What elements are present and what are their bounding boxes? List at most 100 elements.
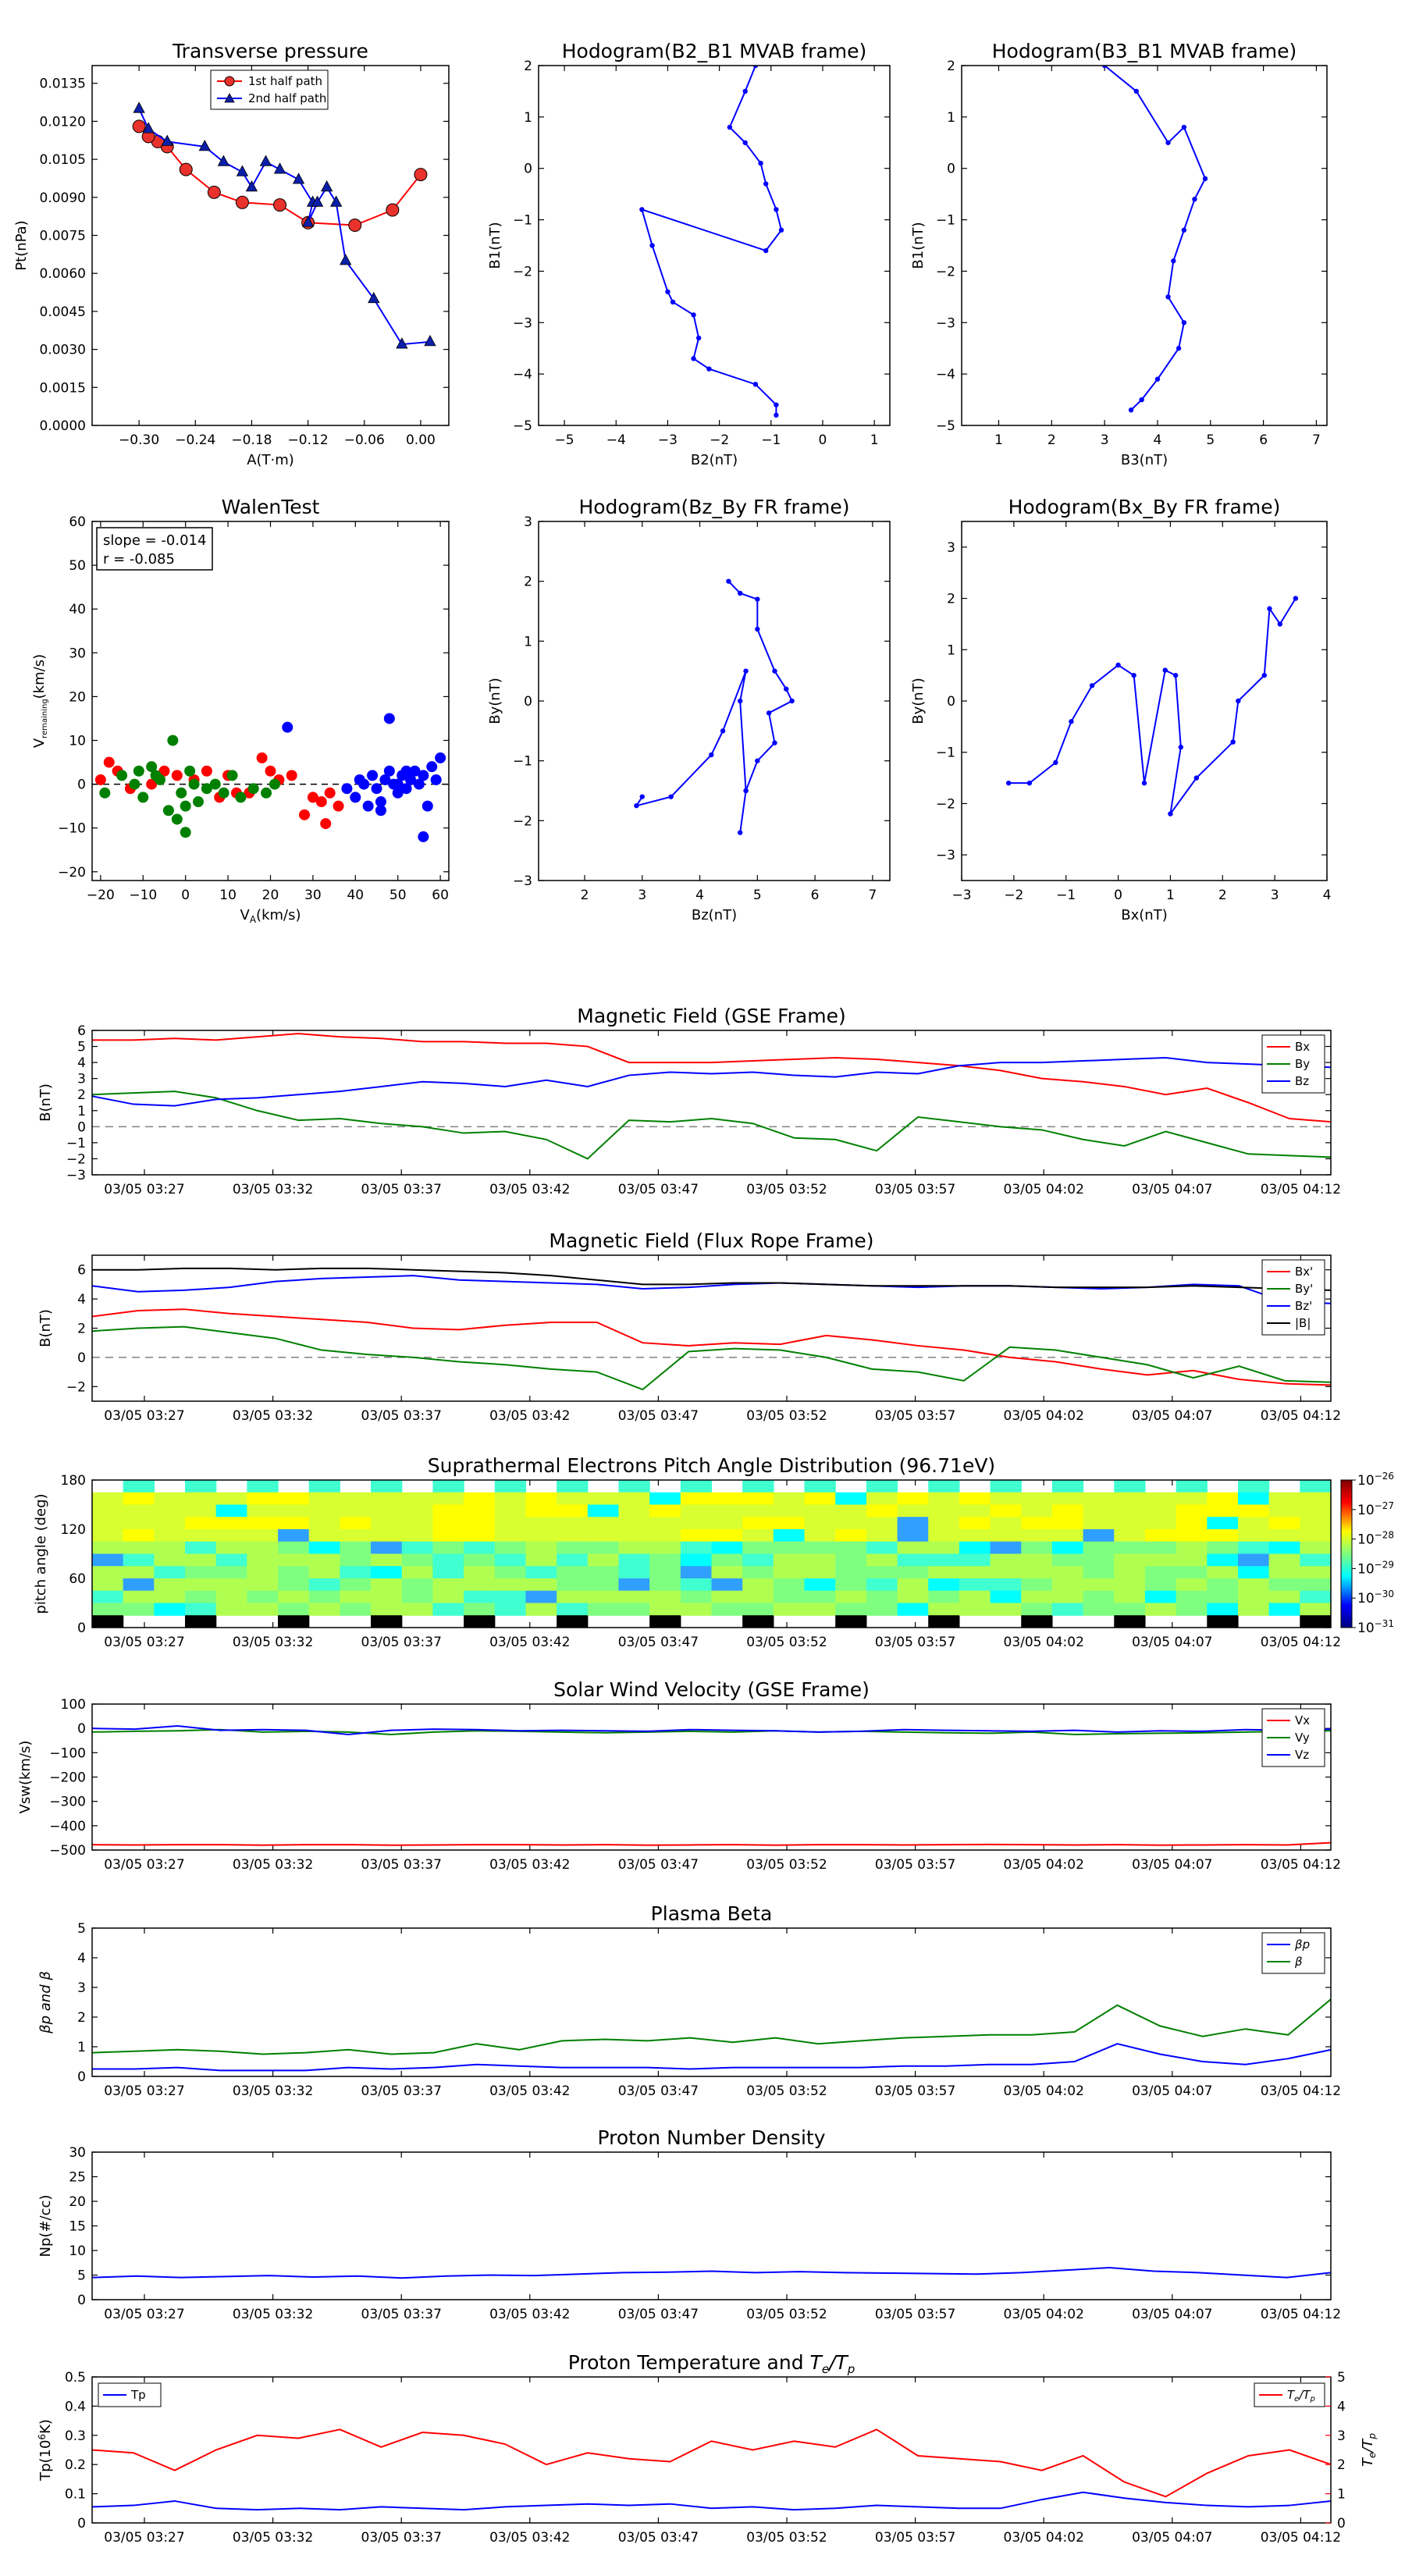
heatmap-cell: [278, 1578, 310, 1592]
series-line: [92, 1841, 1331, 1846]
x-tick-label: 03/05 03:42: [489, 1857, 570, 1873]
heatmap-cell: [340, 1492, 372, 1506]
y-tick-label: −100: [49, 1745, 86, 1761]
colorbar-tick-label: 10−31: [1357, 1618, 1394, 1636]
heatmap-cell: [247, 1529, 279, 1542]
data-point: [639, 794, 645, 799]
data-point: [273, 162, 286, 174]
chart-title: Hodogram(Bx_By FR frame): [1008, 496, 1281, 518]
data-point: [245, 180, 258, 192]
heatmap-cell: [773, 1590, 806, 1604]
x-tick-label: −2: [710, 432, 729, 448]
heatmap-cell: [278, 1529, 310, 1542]
heatmap-cell: [1144, 1553, 1177, 1567]
y-tick-label: 0.3: [65, 2428, 86, 2444]
data-point: [103, 756, 115, 768]
data-point: [727, 124, 733, 130]
x-tick-label: −5: [555, 432, 574, 448]
x-tick-label: −20: [87, 888, 115, 903]
y-right-tick-label: 1: [1337, 2487, 1346, 2503]
x-tick-label: 30: [304, 888, 322, 903]
heatmap-cell: [928, 1566, 960, 1579]
heatmap-cell: [1300, 1578, 1331, 1592]
x-tick-label: 6: [811, 888, 820, 903]
x-tick-label: 03/05 03:47: [618, 1408, 699, 1424]
heatmap-cell: [618, 1603, 650, 1616]
legend-label: Vy: [1295, 1731, 1310, 1745]
heatmap-cell: [371, 1578, 403, 1592]
data-point: [341, 783, 353, 795]
heatmap-cell: [215, 1529, 247, 1542]
heatmap-cell: [1144, 1541, 1177, 1555]
heatmap-cell: [1176, 1541, 1208, 1555]
heatmap-cell: [773, 1492, 806, 1506]
heatmap-cell: [1207, 1517, 1239, 1530]
x-tick-label: 3: [638, 888, 646, 903]
series-line: [92, 1267, 1331, 1291]
heatmap-cell: [835, 1603, 867, 1616]
data-point: [1069, 719, 1074, 724]
heatmap-cell: [154, 1492, 186, 1506]
x-tick-label: 03/05 03:37: [361, 1182, 442, 1197]
heatmap-cell: [154, 1578, 186, 1592]
heatmap-cell: [959, 1566, 991, 1579]
y-tick-label: 1: [77, 2040, 86, 2055]
heatmap-cell: [1051, 1492, 1084, 1506]
heatmap-cell: [1207, 1541, 1239, 1555]
heatmap-cell: [804, 1590, 836, 1604]
plot-frame: [538, 521, 891, 881]
y-tick-label: −2: [66, 1151, 86, 1167]
y-axis-label: B1(nT): [487, 222, 503, 269]
x-tick-label: 03/05 04:07: [1132, 1857, 1212, 1873]
x-tick-label: −1: [1056, 888, 1076, 903]
plot-area: [92, 1725, 1331, 1846]
legend-label: Te/Tp: [1287, 2388, 1315, 2403]
x-tick-label: 03/05 04:12: [1261, 1635, 1341, 1650]
heatmap-cell: [371, 1529, 403, 1542]
heatmap-cell: [1144, 1578, 1177, 1592]
x-tick-label: 03/05 03:42: [489, 2530, 570, 2546]
data-point: [158, 765, 170, 777]
y-axis-label: βp and β: [37, 1971, 54, 2034]
heatmap-cell: [1300, 1492, 1331, 1506]
heatmap-cell: [557, 1566, 589, 1579]
heatmap-cell: [154, 1541, 186, 1555]
heatmap-cell: [1144, 1492, 1177, 1506]
y-tick-label: 0: [77, 1721, 86, 1737]
data-point: [311, 195, 324, 207]
heatmap-cell: [464, 1541, 496, 1555]
chart-title: Magnetic Field (Flux Rope Frame): [549, 1229, 873, 1252]
heatmap-cell: [1268, 1566, 1300, 1579]
heatmap-cell: [494, 1517, 527, 1530]
heatmap-cell: [1207, 1553, 1239, 1567]
data-point: [755, 758, 760, 763]
x-tick-label: 03/05 03:52: [746, 1408, 827, 1424]
y-tick-label: −3: [513, 315, 532, 331]
data-point: [286, 770, 297, 781]
data-point: [180, 827, 191, 838]
heatmap-cell: [185, 1492, 217, 1506]
heatmap-cell: [1237, 1529, 1270, 1542]
chart-title: WalenTest: [222, 496, 320, 518]
series-line: [92, 1091, 1331, 1160]
y-tick-label: 1: [524, 634, 532, 649]
y-tick-label: −3: [936, 848, 955, 863]
data-point: [418, 770, 429, 781]
data-point: [179, 162, 193, 176]
x-tick-label: 03/05 04:12: [1261, 2307, 1341, 2322]
heatmap-cell: [401, 1590, 434, 1604]
x-tick-label: 03/05 03:32: [233, 1857, 313, 1873]
data-point: [301, 215, 315, 227]
data-point: [766, 710, 772, 716]
heatmap-cell: [494, 1529, 527, 1542]
data-point: [161, 134, 173, 146]
x-tick-label: 03/05 03:27: [104, 1408, 184, 1424]
x-tick-label: 03/05 04:07: [1132, 1182, 1212, 1197]
heatmap-cell: [92, 1603, 124, 1616]
heatmap-cell: [432, 1603, 464, 1616]
plot-frame: [91, 1479, 1332, 1628]
heatmap-cell: [773, 1504, 806, 1517]
y-tick-label: 3: [77, 1980, 86, 1996]
heatmap-cell: [92, 1541, 124, 1555]
heatmap-cell: [928, 1553, 960, 1567]
